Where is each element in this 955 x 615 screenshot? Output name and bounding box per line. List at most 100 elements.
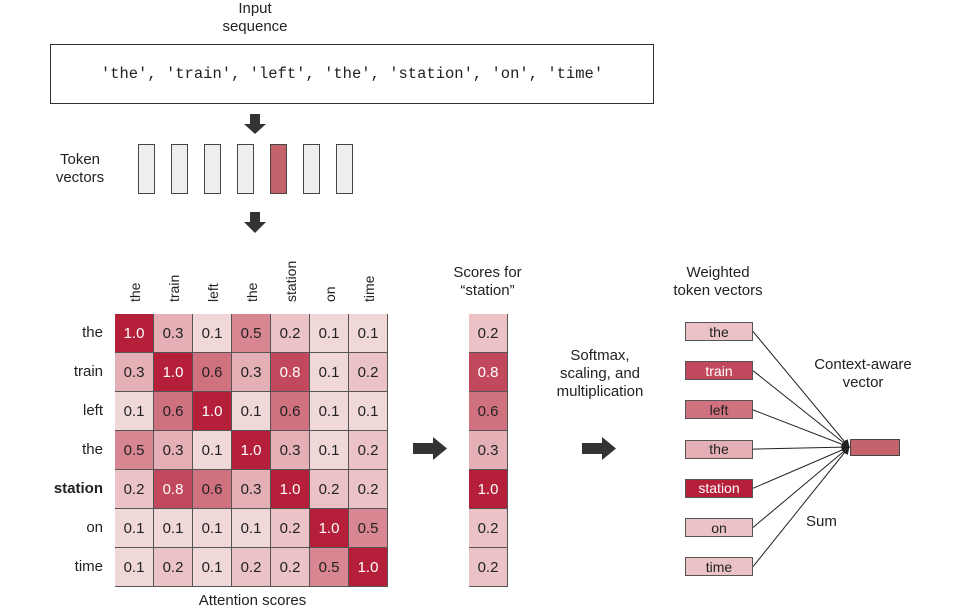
- softmax-label-line3: multiplication: [556, 383, 644, 400]
- matrix-cell: 0.1: [232, 392, 271, 431]
- matrix-column-label: on: [322, 286, 338, 302]
- right-arrow-2: [582, 437, 616, 460]
- sum-lines: [752, 331, 850, 568]
- matrix-row-label: the: [82, 441, 103, 458]
- token-vector: [237, 144, 254, 194]
- matrix-cell: 0.1: [310, 353, 349, 392]
- weighted-title-line1: Weighted: [686, 264, 750, 281]
- matrix-cell: 0.6: [193, 353, 232, 392]
- sum-arrow: [752, 409, 850, 449]
- matrix-cell: 0.2: [271, 548, 310, 587]
- matrix-cell: 0.2: [349, 470, 388, 509]
- right-arrow-1: [413, 437, 447, 460]
- token-vectors-label-line1: Token: [59, 151, 101, 168]
- matrix-cell: 0.6: [193, 470, 232, 509]
- matrix-row-label: left: [82, 402, 103, 419]
- matrix-cell: 0.2: [115, 470, 154, 509]
- token-vectors-label: Token vectors: [40, 151, 120, 187]
- matrix-column-label: time: [361, 275, 377, 302]
- matrix-cell: 0.1: [115, 392, 154, 431]
- matrix-cell: 0.3: [232, 470, 271, 509]
- matrix-cell: 0.6: [154, 392, 193, 431]
- matrix-cell: 0.1: [193, 548, 232, 587]
- matrix-cell: 0.3: [115, 353, 154, 392]
- matrix-cell: 0.1: [193, 314, 232, 353]
- matrix-cell: 0.1: [193, 431, 232, 470]
- matrix-cell: 0.2: [154, 548, 193, 587]
- down-arrow-1: [244, 114, 266, 134]
- matrix-row-label: station: [53, 480, 103, 497]
- matrix-cell: 0.1: [232, 509, 271, 548]
- token-vector: [270, 144, 287, 194]
- token-vector: [138, 144, 155, 194]
- matrix-cell: 1.0: [310, 509, 349, 548]
- matrix-cell: 1.0: [271, 470, 310, 509]
- weighted-title-line2: token vectors: [673, 282, 763, 299]
- sum-arrow: [752, 331, 850, 448]
- token-vector: [336, 144, 353, 194]
- matrix-cell: 0.1: [349, 392, 388, 431]
- token-vectors-label-line2: vectors: [55, 169, 105, 186]
- sum-arrow: [752, 446, 850, 568]
- input-title: Input sequence: [190, 0, 320, 36]
- softmax-label-line2: scaling, and: [559, 365, 641, 382]
- weighted-vector: train: [685, 361, 753, 381]
- score-cell: 0.3: [469, 431, 508, 470]
- matrix-column-label: train: [166, 274, 182, 302]
- matrix-cell: 0.5: [310, 548, 349, 587]
- sum-arrow: [752, 446, 850, 489]
- matrix-cell: 0.8: [271, 353, 310, 392]
- weighted-vector: the: [685, 322, 753, 341]
- input-title-line2: sequence: [222, 18, 288, 35]
- sum-arrow: [752, 443, 850, 452]
- matrix-cell: 0.2: [349, 353, 388, 392]
- scores-title-line2: “station”: [460, 282, 515, 299]
- matrix-cell: 0.2: [349, 431, 388, 470]
- matrix-row-label: time: [74, 558, 103, 575]
- weighted-vector: the: [685, 439, 753, 459]
- weighted-vector: left: [685, 400, 753, 420]
- matrix-column-label: station: [283, 260, 299, 302]
- input-sequence-text: 'the', 'train', 'left', 'the', 'station'…: [100, 65, 604, 83]
- matrix-cell: 0.8: [154, 470, 193, 509]
- score-cell: 0.6: [469, 392, 508, 431]
- sum-arrow: [752, 446, 850, 528]
- matrix-column-label: the: [127, 282, 143, 302]
- matrix-cell: 0.1: [154, 509, 193, 548]
- matrix-cell: 0.5: [349, 509, 388, 548]
- matrix-cell: 0.1: [115, 548, 154, 587]
- score-cell: 1.0: [469, 470, 508, 509]
- matrix-cell: 1.0: [193, 392, 232, 431]
- matrix-cell: 0.6: [271, 392, 310, 431]
- weighted-title: Weighted token vectors: [663, 264, 773, 300]
- input-sequence-box: 'the', 'train', 'left', 'the', 'station'…: [50, 44, 654, 104]
- matrix-cell: 0.1: [193, 509, 232, 548]
- softmax-label: Softmax, scaling, and multiplication: [545, 347, 655, 401]
- matrix-cell: 0.2: [310, 470, 349, 509]
- matrix-cell: 1.0: [349, 548, 388, 587]
- score-cell: 0.2: [469, 548, 508, 587]
- weighted-vector: time: [685, 557, 753, 577]
- score-cell: 0.2: [469, 314, 508, 353]
- matrix-cell: 0.2: [271, 509, 310, 548]
- matrix-cell: 0.2: [271, 314, 310, 353]
- matrix-cell: 0.1: [310, 431, 349, 470]
- matrix-cell: 1.0: [115, 314, 154, 353]
- matrix-cell: 0.2: [232, 548, 271, 587]
- matrix-cell: 1.0: [232, 431, 271, 470]
- matrix-cell: 0.1: [310, 392, 349, 431]
- matrix-row-label: train: [73, 363, 103, 380]
- matrix-cell: 1.0: [154, 353, 193, 392]
- weighted-vector: station: [685, 478, 753, 498]
- down-arrow-2: [244, 212, 266, 233]
- weighted-vector: on: [685, 518, 753, 537]
- matrix-cell: 0.3: [232, 353, 271, 392]
- softmax-label-line1: Softmax,: [570, 347, 630, 364]
- matrix-column-label: left: [205, 283, 221, 302]
- matrix-column-label: the: [244, 282, 260, 302]
- score-cell: 0.2: [469, 509, 508, 548]
- matrix-cell: 0.3: [271, 431, 310, 470]
- context-label: Context-aware vector: [808, 356, 918, 392]
- token-vector: [171, 144, 188, 194]
